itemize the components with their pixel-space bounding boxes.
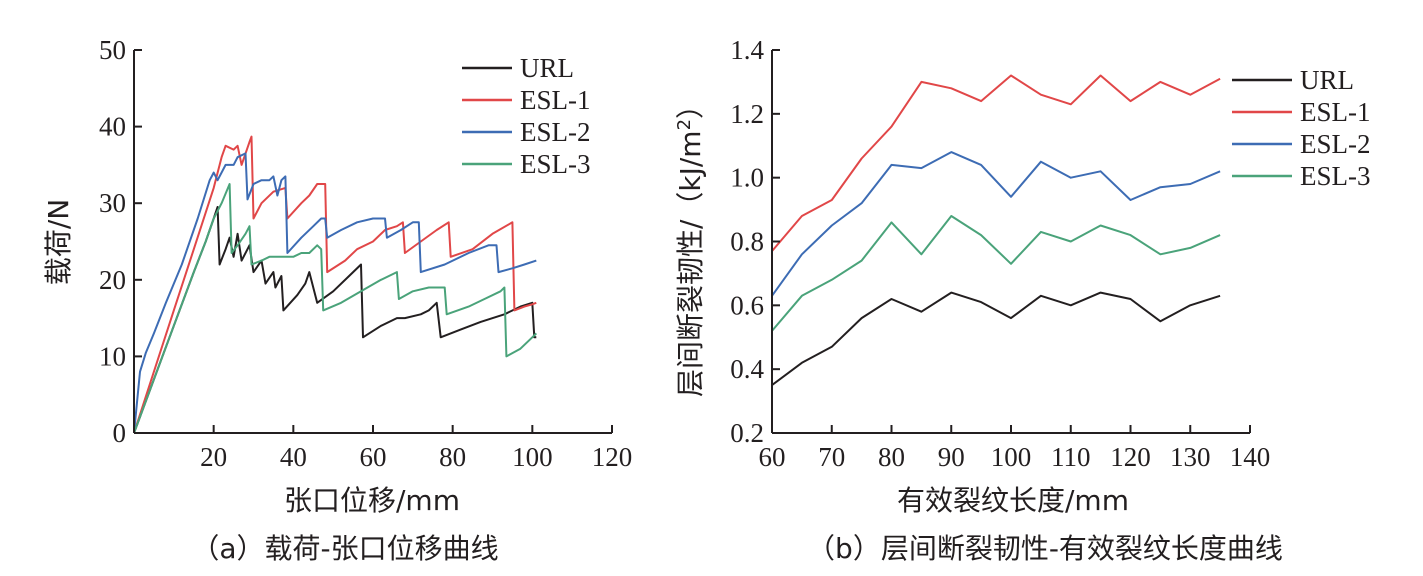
- panel-a-x-axis-label: 张口位移/mm: [284, 484, 460, 517]
- x-tick-label: 110: [1051, 442, 1091, 472]
- series-line-esl-1: [133, 135, 537, 434]
- legend-label-esl-1: ESL-1: [520, 85, 591, 115]
- series-line-esl-3: [133, 183, 537, 434]
- series-line-esl-2: [771, 151, 1221, 297]
- panel-a-y-axis-label: 载荷/N: [42, 199, 75, 285]
- series-line-esl-3: [771, 215, 1221, 332]
- panel-a-load-displacement: 0 10 20 30 40 50 20 40 60 80 100 120 URLESL-1ESL-2E…: [42, 35, 632, 565]
- legend-label-esl-3: ESL-3: [1300, 161, 1371, 191]
- panel-b-toughness-cracklength: 0.2 0.4 0.6 0.8 1.0 1.2 1.4 60 70 80 90 100 110 120 13…: [674, 35, 1371, 565]
- x-tick-label: 60: [360, 442, 387, 472]
- x-tick-label: 40: [280, 442, 307, 472]
- legend-label-esl-3: ESL-3: [520, 149, 591, 179]
- x-tick-label: 60: [759, 442, 786, 472]
- x-tick-label: 100: [512, 442, 553, 472]
- y-tick-label: 1.0: [730, 163, 764, 193]
- panel-b-y-axis-label-main: 层间断裂韧性/（kJ/m: [674, 130, 707, 397]
- panel-b-y-axis-label-superscript: 2: [674, 119, 695, 130]
- y-tick-label: 10: [99, 341, 126, 371]
- y-tick-label: 40: [99, 112, 126, 142]
- panel-b-x-axis-label: 有效裂纹长度/mm: [897, 484, 1129, 517]
- legend-label-url: URL: [1300, 65, 1354, 95]
- x-tick-label: 120: [1110, 442, 1151, 472]
- panel-b-ticks: 0.2 0.4 0.6 0.8 1.0 1.2 1.4 60 70 80 90 100 110 120 13…: [730, 35, 1270, 472]
- series-line-url: [771, 291, 1221, 386]
- panel-b-y-axis-label-end: ）: [674, 91, 707, 119]
- x-tick-label: 80: [878, 442, 905, 472]
- x-tick-label: 120: [592, 442, 633, 472]
- x-tick-label: 130: [1170, 442, 1211, 472]
- panel-b-caption: （b）层间断裂韧性-有效裂纹长度曲线: [807, 532, 1283, 565]
- panel-b-axes: [771, 50, 1250, 434]
- series-line-esl-2: [133, 152, 537, 434]
- y-tick-label: 20: [99, 265, 126, 295]
- series-line-url: [133, 206, 537, 434]
- legend-label-esl-1: ESL-1: [1300, 97, 1371, 127]
- y-tick-label: 0.4: [730, 354, 764, 384]
- x-tick-label: 70: [818, 442, 845, 472]
- y-tick-label: 1.4: [730, 35, 764, 65]
- panel-b-y-axis-label: 层间断裂韧性/（kJ/m2）: [674, 91, 707, 397]
- y-tick-label: 50: [99, 35, 126, 65]
- legend-label-esl-2: ESL-2: [520, 117, 591, 147]
- x-tick-label: 20: [200, 442, 227, 472]
- panel-b-plot-area: [771, 74, 1221, 386]
- x-tick-label: 100: [991, 442, 1032, 472]
- legend-label-esl-2: ESL-2: [1300, 129, 1371, 159]
- panel-a-plot-area: [133, 135, 537, 434]
- panel-a-ticks: 0 10 20 30 40 50 20 40 60 80 100 120: [99, 35, 632, 472]
- x-tick-label: 80: [439, 442, 466, 472]
- legend-label-url: URL: [520, 53, 574, 83]
- series-line-esl-1: [771, 74, 1221, 252]
- x-tick-label: 90: [938, 442, 965, 472]
- y-tick-label: 1.2: [730, 99, 764, 129]
- y-tick-label: 0.2: [730, 418, 764, 448]
- y-tick-label: 0.8: [730, 227, 764, 257]
- panel-a-caption: （a）载荷-张口位移曲线: [191, 532, 498, 565]
- y-tick-label: 0: [113, 418, 127, 448]
- y-tick-label: 0.6: [730, 290, 764, 320]
- x-tick-label: 140: [1230, 442, 1271, 472]
- y-tick-label: 30: [99, 188, 126, 218]
